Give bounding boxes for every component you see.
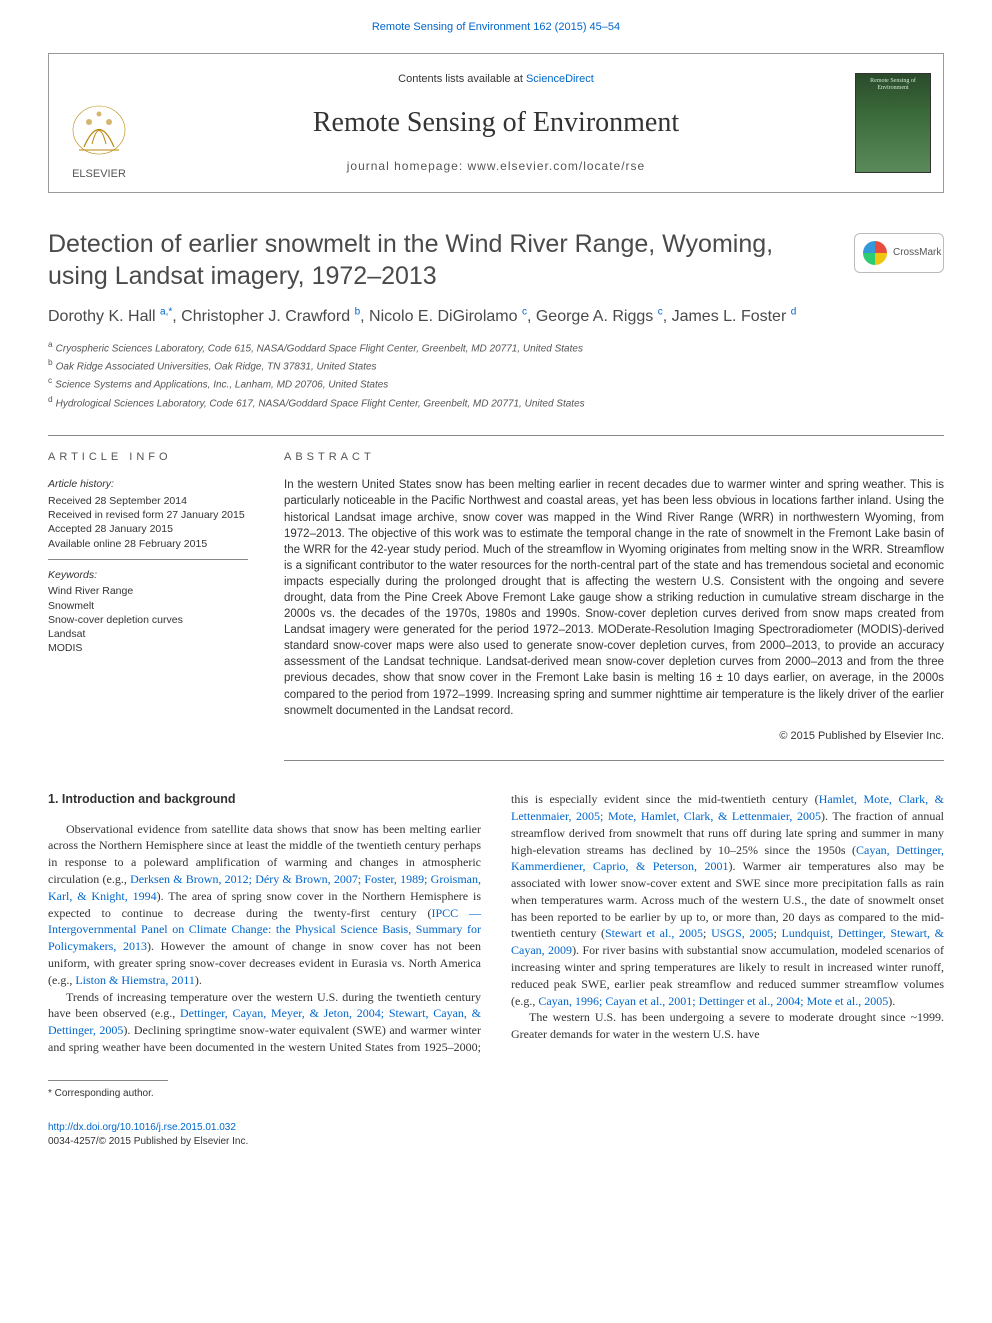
issn-copyright-line: 0034-4257/© 2015 Published by Elsevier I… [48,1136,248,1147]
citation-link[interactable]: Stewart et al., 2005 [605,926,703,940]
crossmark-icon [863,241,887,265]
affiliation: cScience Systems and Applications, Inc.,… [48,375,944,392]
journal-header: ELSEVIER Contents lists available at Sci… [48,53,944,193]
author: , Christopher J. Crawford b [172,308,360,325]
footnote-separator [48,1080,168,1087]
meta-row: article info Article history: Received 2… [48,435,944,761]
body-text: 1. Introduction and background Observati… [48,791,944,1056]
abstract-heading: abstract [284,450,944,465]
citation-link[interactable]: USGS, 2005 [711,926,773,940]
affiliations: aCryospheric Sciences Laboratory, Code 6… [48,339,944,411]
abstract-text: In the western United States snow has be… [284,477,944,718]
history-label: Article history: [48,477,248,492]
contents-lists-line: Contents lists available at ScienceDirec… [149,72,843,87]
body-paragraph: Observational evidence from satellite da… [48,821,481,989]
affiliation: dHydrological Sciences Laboratory, Code … [48,394,944,411]
abstract-column: abstract In the western United States sn… [284,450,944,761]
online-date: Available online 28 February 2015 [48,537,248,551]
keyword: MODIS [48,641,248,655]
top-citation-link[interactable]: Remote Sensing of Environment 162 (2015)… [372,21,620,33]
keywords-block: Keywords: Wind River Range Snowmelt Snow… [48,568,248,656]
author: , George A. Riggs c [527,308,663,325]
header-center: Contents lists available at ScienceDirec… [149,54,843,192]
received-date: Received 28 September 2014 [48,494,248,508]
journal-homepage-line: journal homepage: www.elsevier.com/locat… [149,158,843,175]
top-citation: Remote Sensing of Environment 162 (2015)… [48,20,944,35]
affil-marker-link[interactable]: a,* [160,307,172,318]
title-block: Detection of earlier snowmelt in the Win… [48,229,944,292]
citation-link[interactable]: Liston & Hiemstra, 2011 [75,973,195,987]
affiliation: bOak Ridge Associated Universities, Oak … [48,357,944,374]
doi-block: http://dx.doi.org/10.1016/j.rse.2015.01.… [48,1121,944,1149]
publisher-name: ELSEVIER [72,168,126,180]
accepted-date: Accepted 28 January 2015 [48,522,248,536]
crossmark-badge[interactable]: CrossMark [854,233,944,273]
cover-cell: Remote Sensing of Environment [843,54,943,192]
crossmark-label: CrossMark [893,246,941,260]
keyword: Snowmelt [48,599,248,613]
journal-cover-thumbnail: Remote Sensing of Environment [855,73,931,173]
author: Dorothy K. Hall a,* [48,308,172,325]
keyword: Snow-cover depletion curves [48,613,248,627]
author: , Nicolo E. DiGirolamo c [360,308,527,325]
keyword: Landsat [48,627,248,641]
corresponding-author-note: * Corresponding author. [48,1087,944,1101]
affiliation: aCryospheric Sciences Laboratory, Code 6… [48,339,944,356]
section-heading-intro: 1. Introduction and background [48,791,481,809]
doi-link[interactable]: http://dx.doi.org/10.1016/j.rse.2015.01.… [48,1122,236,1133]
article-info-heading: article info [48,450,248,465]
publisher-logo-cell: ELSEVIER [49,54,149,192]
abstract-copyright: © 2015 Published by Elsevier Inc. [284,729,944,761]
keywords-label: Keywords: [48,568,248,583]
elsevier-logo: ELSEVIER [64,102,134,182]
journal-name: Remote Sensing of Environment [149,103,843,142]
journal-homepage-url: www.elsevier.com/locate/rse [468,159,646,173]
revised-date: Received in revised form 27 January 2015 [48,508,248,522]
article-history: Article history: Received 28 September 2… [48,477,248,559]
affil-marker-link[interactable]: d [791,307,797,318]
article-title: Detection of earlier snowmelt in the Win… [48,229,944,292]
authors-line: Dorothy K. Hall a,*, Christopher J. Craw… [48,306,944,329]
author: , James L. Foster d [663,308,797,325]
body-paragraph: The western U.S. has been undergoing a s… [511,1009,944,1043]
citation-link[interactable]: Cayan, 1996; Cayan et al., 2001; Detting… [538,994,888,1008]
sciencedirect-link[interactable]: ScienceDirect [526,73,594,85]
article-info-column: article info Article history: Received 2… [48,450,248,761]
keyword: Wind River Range [48,584,248,598]
